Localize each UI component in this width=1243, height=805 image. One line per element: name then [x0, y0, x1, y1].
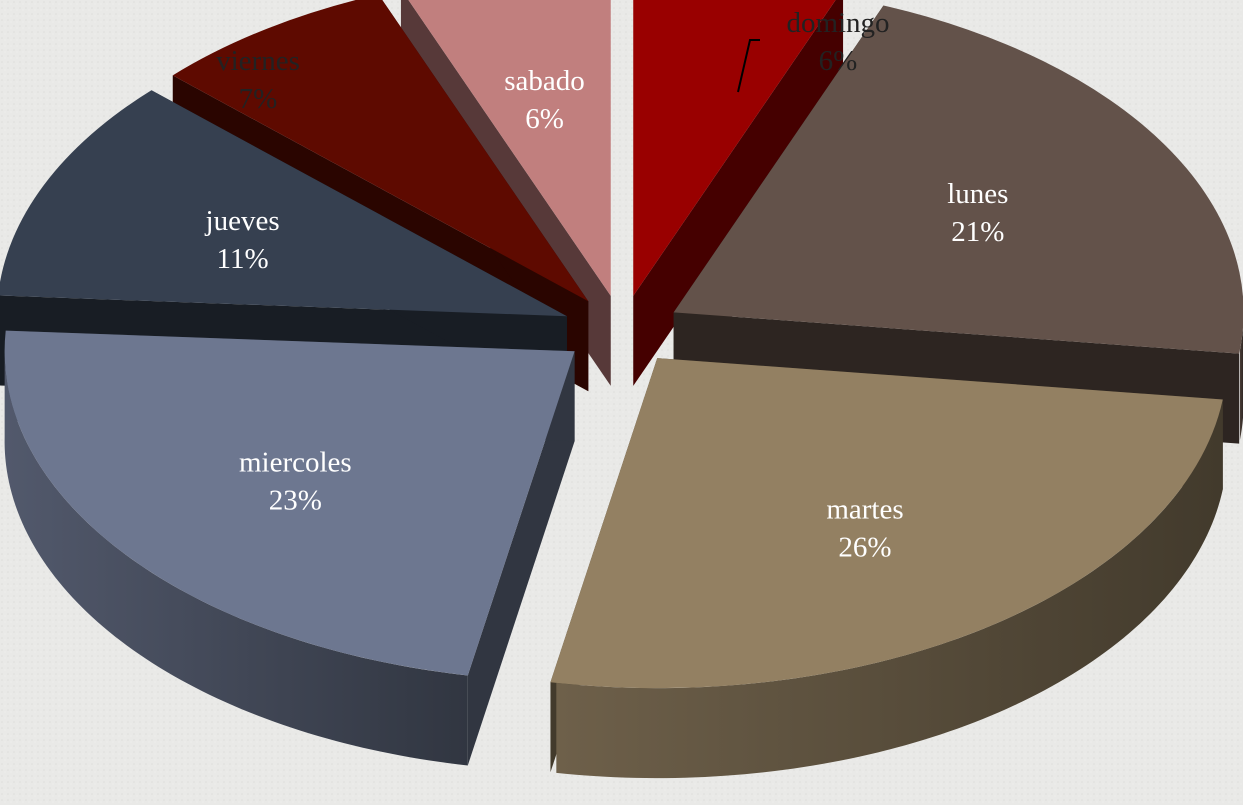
- data-label-miercoles: miercoles: [239, 447, 352, 479]
- pie-slice-martes: [550, 358, 1223, 779]
- data-label-martes: martes: [826, 494, 903, 526]
- data-label-percent-miercoles: 23%: [269, 485, 322, 517]
- pie-slice-domingo: [633, 0, 844, 386]
- pie-slice-miercoles: [4, 330, 575, 766]
- pie-slice-side: [467, 351, 575, 766]
- pie-slice-top: [633, 0, 836, 296]
- leader-line-domingo: [737, 39, 760, 93]
- data-label-percent-martes: 26%: [838, 532, 891, 564]
- pie-slice-side: [633, 0, 844, 386]
- data-label-percent-viernes: 7%: [239, 83, 278, 115]
- pie-slice-top: [673, 5, 1243, 354]
- pie-slice-wall: [556, 399, 1223, 779]
- pie-slice-top: [172, 0, 589, 302]
- pie-slice-top: [4, 330, 575, 676]
- pie-slice-top: [408, 0, 611, 296]
- pie-slice-top: [550, 358, 1223, 689]
- pie-slice-wall: [4, 346, 468, 766]
- data-label-viernes: viernes: [216, 45, 300, 77]
- data-label-lunes: lunes: [947, 178, 1008, 210]
- data-label-domingo: domingo: [786, 7, 889, 39]
- data-label-percent-sabado: 6%: [525, 103, 564, 135]
- pie-slice-top: [0, 90, 567, 317]
- data-label-jueves: jueves: [205, 205, 280, 237]
- data-label-sabado: sabado: [504, 65, 585, 97]
- pie-slice-wall: [1239, 327, 1243, 441]
- data-label-percent-domingo: 6%: [819, 45, 858, 77]
- data-label-percent-jueves: 11%: [217, 243, 269, 275]
- data-label-percent-lunes: 21%: [951, 216, 1004, 248]
